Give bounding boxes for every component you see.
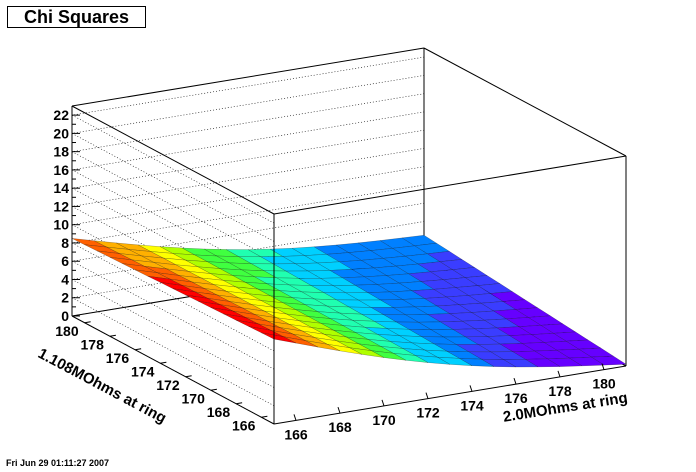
y-tick-label-168: 168 [207,404,231,420]
z-tick-label-2: 2 [61,290,69,306]
x-tick-166 [293,414,297,421]
x-tick-label-180: 180 [592,376,616,392]
axis-ticks: 0246810121416182022166168170172174176178… [53,106,616,442]
z-tick-label-18: 18 [53,144,69,160]
x-tick-168 [337,406,341,414]
x-tick-label-172: 172 [416,405,440,421]
frame-edge-8 [423,47,627,157]
y-tick-label-172: 172 [156,377,180,393]
surface-cell-0-0 [261,332,297,344]
x-tick-170 [381,399,385,407]
z-gridline-20 [71,75,425,242]
x-tick-label-170: 170 [372,412,396,428]
chart-title: Chi Squares [7,6,146,28]
x-tick-172 [425,392,429,399]
y-tick-166 [261,415,268,418]
y-tick-label-180: 180 [55,323,79,339]
frame-edge-6 [71,47,425,107]
x-tick-label-168: 168 [328,419,352,435]
y-tick-174 [160,361,167,364]
z-tick-label-20: 20 [53,125,69,141]
surface-mesh [71,235,627,368]
front-edge-2 [273,155,627,215]
z-gridline-18 [71,93,425,260]
y-tick-178 [109,334,116,337]
y-tick-label-166: 166 [232,417,256,433]
y-tick-label-176: 176 [106,350,130,366]
z-tick-label-16: 16 [53,162,69,178]
z-tick-label-4: 4 [61,271,69,287]
z-tick-label-10: 10 [53,217,69,233]
z-tick-label-8: 8 [61,235,69,251]
z-tick-label-12: 12 [53,198,69,214]
y-tick-180 [84,321,91,324]
x-tick-176 [513,377,517,385]
y-tick-172 [185,375,192,378]
y-tick-168 [236,402,243,405]
z-tick-label-6: 6 [61,253,69,269]
front-frame [273,155,627,424]
y-tick-label-178: 178 [81,336,105,352]
z-tick-label-22: 22 [53,107,69,123]
x-tick-label-178: 178 [548,383,572,399]
frame-edge-0 [273,365,627,425]
x-tick-label-176: 176 [504,390,528,406]
plot-frame [71,47,627,425]
z-tick-label-0: 0 [61,308,69,324]
x-tick-label-166: 166 [284,426,308,442]
x-tick-180 [601,363,605,370]
y-tick-label-174: 174 [131,363,155,379]
y-tick-170 [210,388,217,391]
y-tick-label-170: 170 [182,390,206,406]
x-tick-174 [469,385,473,392]
grid-lines [71,56,425,425]
x-tick-178 [557,370,561,378]
x-tick-label-174: 174 [460,397,484,413]
frame-edge-7 [71,105,275,215]
z-tick-label-14: 14 [53,180,69,196]
timestamp-footer: Fri Jun 29 01:11:27 2007 [6,458,110,468]
y-tick-176 [135,348,142,351]
